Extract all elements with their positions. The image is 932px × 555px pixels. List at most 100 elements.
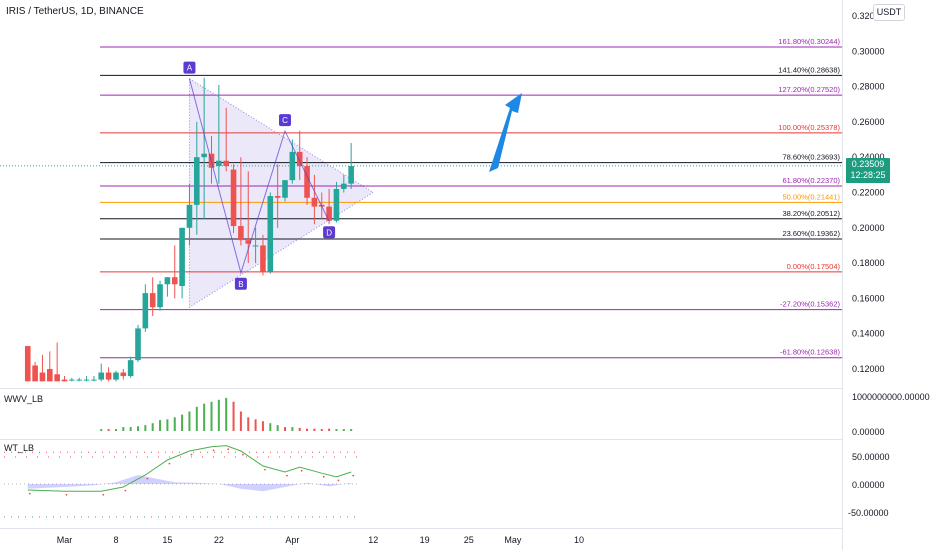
candle-body bbox=[149, 293, 156, 308]
price-tick-label: 0.32000 bbox=[852, 11, 885, 21]
wwv-bar bbox=[107, 429, 110, 431]
wwv-tick-label: 1000000000.00000 bbox=[852, 392, 930, 402]
wwv-tick-label: 0.00000 bbox=[852, 427, 885, 437]
price-tick-label: 0.22000 bbox=[852, 188, 885, 198]
candle-body bbox=[83, 379, 90, 381]
fib-level-label: 161.80%(0.30244) bbox=[778, 37, 840, 46]
fib-level-label: 100.00%(0.25378) bbox=[778, 123, 840, 132]
price-tick-label: 0.28000 bbox=[852, 82, 885, 92]
wwv-bar bbox=[284, 427, 286, 431]
candle-body bbox=[164, 277, 171, 285]
wwv-bar bbox=[137, 426, 139, 431]
wwv-bar bbox=[291, 427, 294, 431]
wwv-bar bbox=[203, 403, 206, 431]
candle-body bbox=[267, 196, 274, 272]
candle-body bbox=[105, 372, 112, 380]
wwv-bar bbox=[298, 427, 301, 431]
symbol-title: IRIS / TetherUS, 1D, BINANCE bbox=[6, 6, 144, 17]
fib-level-label: 78.60%(0.23693) bbox=[782, 153, 840, 162]
candle-body bbox=[216, 160, 222, 167]
pattern-point-label: D bbox=[326, 228, 332, 237]
candle-body bbox=[98, 372, 105, 380]
wwv-bar bbox=[181, 414, 184, 431]
wt2-dot bbox=[264, 468, 266, 471]
wt2-dot bbox=[337, 479, 340, 482]
time-axis-label: May bbox=[504, 535, 522, 545]
abcd-zigzag bbox=[188, 78, 330, 275]
bar-countdown: 12:28:25 bbox=[850, 170, 886, 180]
candle-body bbox=[304, 166, 310, 198]
candle-body bbox=[120, 372, 127, 377]
fib-level-label: 127.20%(0.27520) bbox=[778, 85, 840, 94]
wwv-bar bbox=[151, 423, 154, 431]
fib-level-label: 23.60%(0.19362) bbox=[782, 229, 840, 238]
currency-button[interactable]: USDT bbox=[873, 4, 905, 21]
time-axis-label: Mar bbox=[57, 535, 73, 545]
fib-level-label: -27.20%(0.15362) bbox=[780, 300, 841, 309]
candle-body bbox=[113, 372, 119, 380]
candle-body bbox=[24, 346, 31, 382]
wwv-pane-label: WWV_LB bbox=[4, 394, 44, 404]
fib-level-label: 61.80%(0.22370) bbox=[782, 176, 840, 185]
wt-tick-label: -50.00000 bbox=[848, 508, 889, 518]
candle-body bbox=[282, 180, 288, 198]
wt2-dot bbox=[227, 448, 230, 451]
candle-body bbox=[245, 240, 252, 244]
wt2-dot bbox=[124, 489, 127, 492]
wt2-dot bbox=[190, 453, 193, 456]
wt-pane-label: WT_LB bbox=[4, 443, 35, 453]
candle-body bbox=[186, 204, 193, 228]
price-tick-label: 0.20000 bbox=[852, 223, 885, 233]
wwv-bar bbox=[217, 399, 220, 431]
time-axis-label: 19 bbox=[420, 535, 430, 545]
wt2-dot bbox=[168, 462, 171, 465]
wt2-dot bbox=[352, 474, 355, 477]
wt1-line bbox=[27, 445, 352, 492]
candle-body bbox=[76, 379, 82, 381]
wt2-dot bbox=[102, 493, 105, 496]
candle-body bbox=[69, 379, 75, 381]
wt-tick-label: 0.00000 bbox=[852, 480, 885, 490]
fib-level-label: 38.20%(0.20512) bbox=[782, 209, 840, 218]
wt2-dot bbox=[28, 492, 31, 495]
time-axis-label: 8 bbox=[113, 535, 118, 545]
candle-body bbox=[54, 374, 60, 382]
triangle-pattern bbox=[188, 77, 375, 309]
wwv-bar bbox=[239, 411, 242, 431]
candle-body bbox=[333, 188, 340, 221]
wt2-dot bbox=[242, 453, 244, 456]
candle-body bbox=[194, 157, 200, 205]
candle-body bbox=[230, 169, 237, 227]
candle-body bbox=[341, 183, 347, 189]
wt2-dot bbox=[212, 449, 215, 452]
time-axis-label: 12 bbox=[368, 535, 378, 545]
wt2-dot bbox=[322, 475, 325, 478]
price-tick-label: 0.24000 bbox=[852, 152, 885, 162]
candle-body bbox=[157, 284, 163, 308]
wwv-bar bbox=[306, 428, 309, 431]
wwv-bar bbox=[350, 429, 353, 431]
wwv-bar bbox=[225, 397, 228, 431]
fib-level-label: -61.80%(0.12638) bbox=[780, 348, 841, 357]
candle-body bbox=[142, 293, 149, 329]
wwv-bar bbox=[269, 423, 272, 431]
wwv-bar bbox=[313, 428, 316, 431]
candle-body bbox=[32, 365, 38, 382]
candle-body bbox=[223, 160, 229, 167]
pattern-point-badge bbox=[279, 114, 291, 127]
candle-body bbox=[296, 151, 303, 167]
fib-level-label: 141.40%(0.28638) bbox=[778, 65, 840, 74]
wwv-bar bbox=[210, 401, 213, 431]
wt2-dot bbox=[146, 477, 149, 480]
price-tick-label: 0.12000 bbox=[852, 364, 885, 374]
time-axis-label: 25 bbox=[464, 535, 474, 545]
candle-body bbox=[61, 379, 68, 382]
candle-body bbox=[47, 369, 53, 382]
candle-body bbox=[91, 379, 97, 381]
candle-body bbox=[348, 166, 354, 184]
fib-level-label: 0.00%(0.17504) bbox=[787, 262, 841, 271]
last-price-badge: 0.23509 12:28:25 bbox=[846, 158, 890, 183]
time-axis-label: 15 bbox=[162, 535, 172, 545]
